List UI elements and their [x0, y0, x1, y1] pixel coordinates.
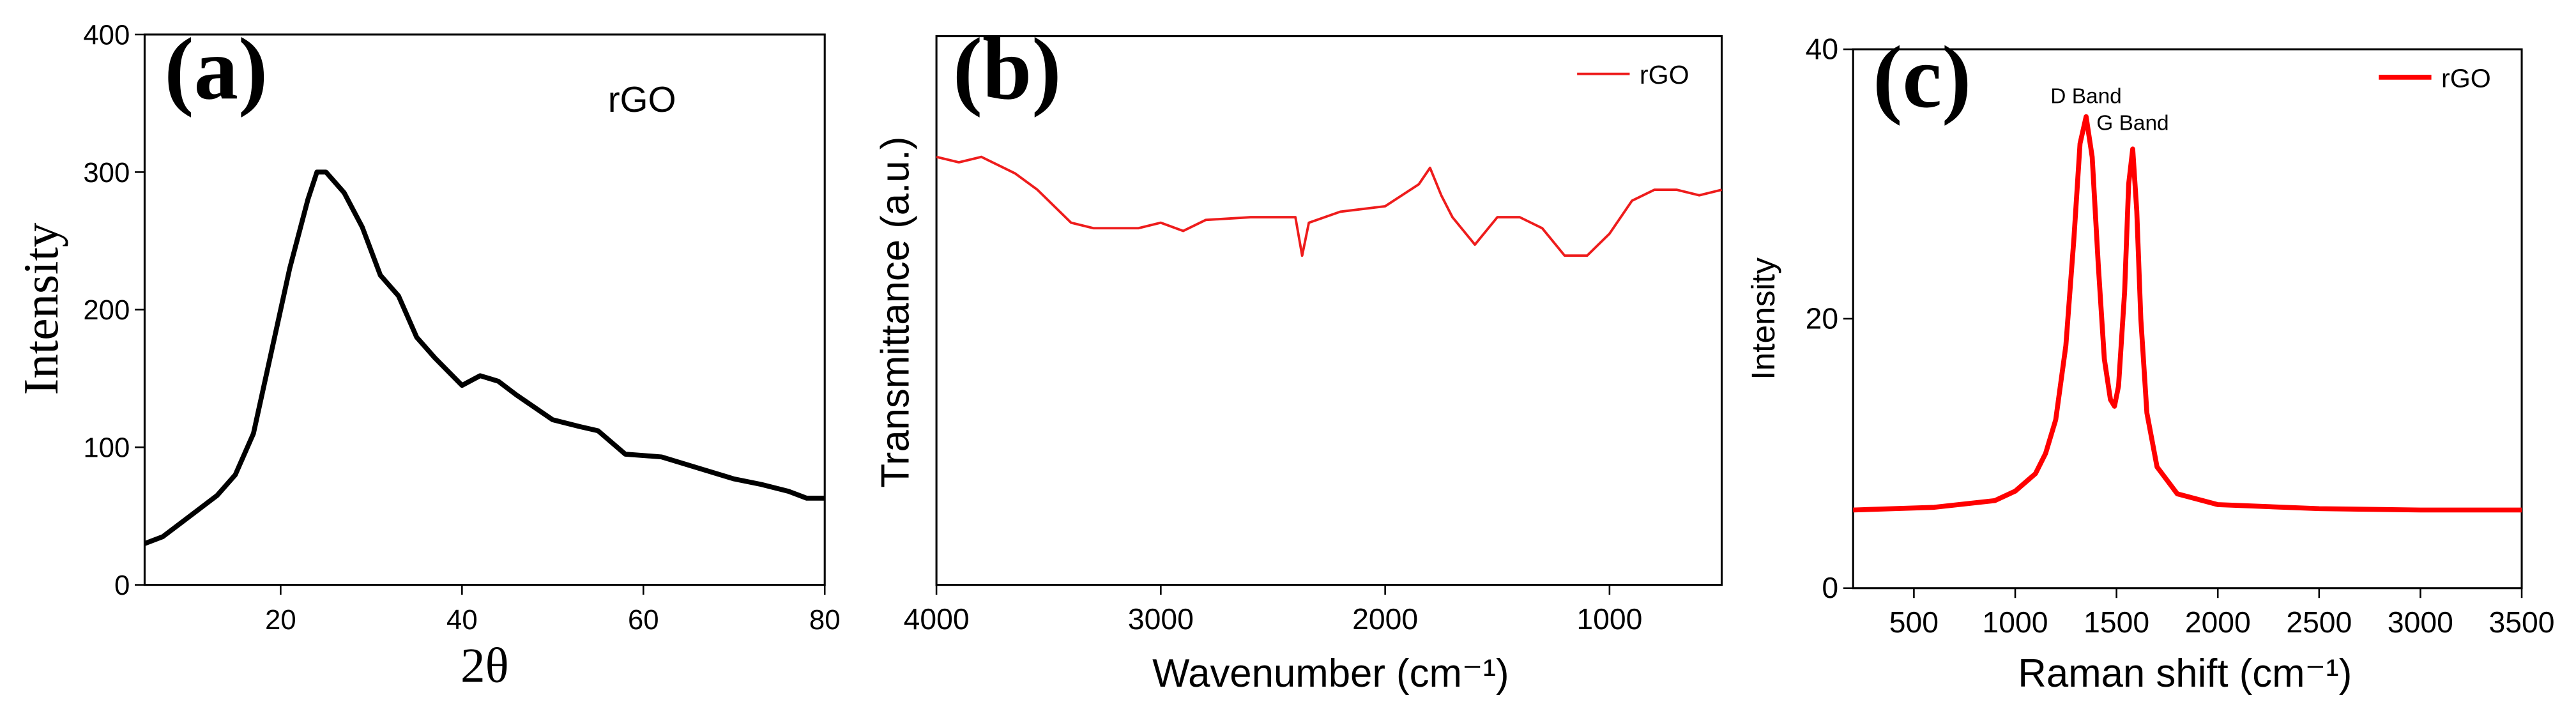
- y-axis-label: Intensity: [1744, 257, 1781, 380]
- data-line: [936, 155, 1722, 257]
- annotation: D Band: [2050, 85, 2121, 109]
- x-tick-label: 2000: [1352, 602, 1418, 636]
- x-tick-label: 3000: [2388, 606, 2453, 639]
- x-tick-label: 40: [446, 604, 478, 636]
- y-tick-label: 0: [114, 570, 130, 601]
- x-tick-label: 1000: [1983, 606, 2048, 639]
- data-line: [144, 169, 825, 546]
- x-tick-label: 3000: [1128, 602, 1194, 636]
- legend-label: rGO: [1640, 60, 1689, 89]
- y-tick-label: 20: [1806, 301, 1838, 335]
- y-tick-label: 40: [1806, 33, 1838, 66]
- x-tick-label: 20: [265, 604, 296, 636]
- x-tick-label: 80: [809, 604, 841, 636]
- panel-label: (c): [1873, 28, 1971, 126]
- y-axis-label: Transmittance (a.u.): [873, 137, 917, 488]
- annotation: G Band: [2096, 112, 2168, 135]
- x-tick-label: 1500: [2084, 606, 2149, 639]
- y-tick-label: 0: [1822, 571, 1838, 604]
- y-tick-label: 400: [83, 19, 130, 50]
- panel-label: (b): [953, 20, 1062, 118]
- panel: 20 40 60 80 0 100 200 300 400 (a) 2θ Intensity rGO: [13, 19, 840, 692]
- legend-label: rGO: [2441, 63, 2491, 93]
- panel-label: (a): [164, 20, 268, 118]
- annotation: rGO: [608, 79, 676, 119]
- panel: 500 1000 1500 2000 2500 3000 3500 0 20 40 (c) Raman…: [1744, 28, 2555, 696]
- x-axis-label: Raman shift (cm⁻¹): [2018, 652, 2352, 696]
- x-tick-label: 2000: [2185, 606, 2251, 639]
- x-axis-label: Wavenumber (cm⁻¹): [1152, 652, 1509, 696]
- x-tick-label: 4000: [904, 602, 970, 636]
- x-tick-label: 500: [1889, 606, 1939, 639]
- x-axis-label: 2θ: [461, 637, 509, 692]
- y-tick-label: 200: [83, 294, 130, 326]
- y-tick-label: 100: [83, 432, 130, 464]
- y-tick-label: 300: [83, 157, 130, 188]
- x-tick-label: 1000: [1576, 602, 1642, 636]
- y-axis-label: Intensity: [13, 222, 68, 395]
- plot-frame: [935, 35, 1723, 586]
- data-line: [1853, 114, 2522, 513]
- x-tick-label: 2500: [2286, 606, 2352, 639]
- x-tick-label: 3500: [2489, 606, 2555, 639]
- panel: 4000 3000 2000 1000 (b) Wavenumber (cm⁻¹) Tran…: [873, 20, 1723, 696]
- x-tick-label: 60: [628, 604, 659, 636]
